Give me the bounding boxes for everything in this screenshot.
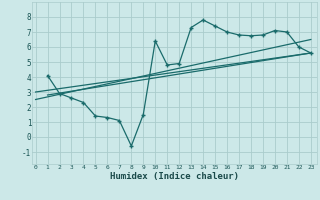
X-axis label: Humidex (Indice chaleur): Humidex (Indice chaleur) bbox=[110, 172, 239, 181]
